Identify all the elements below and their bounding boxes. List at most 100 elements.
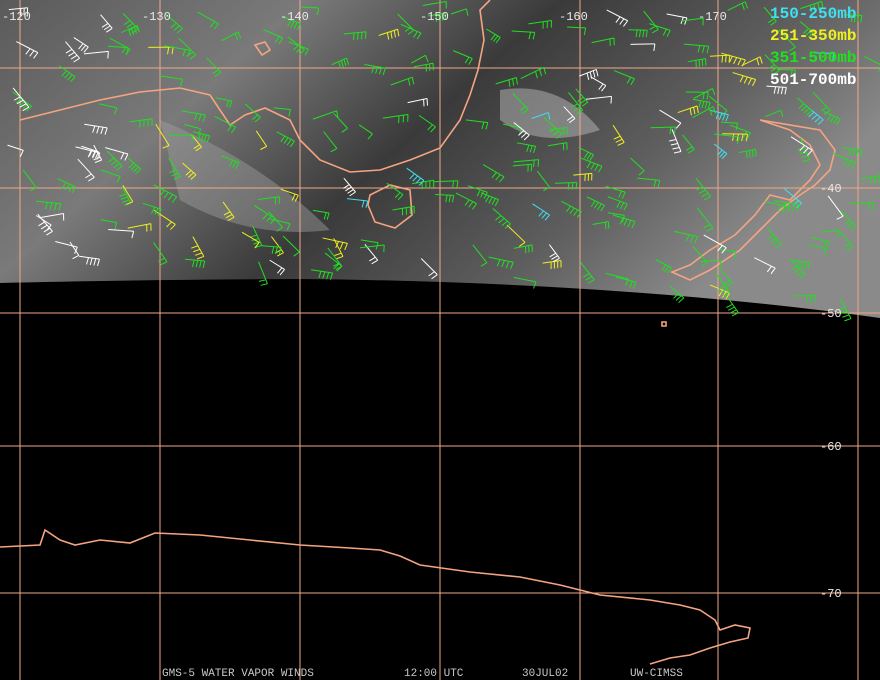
wind-barb-stroke bbox=[793, 268, 801, 274]
wind-barb-stroke bbox=[669, 285, 685, 299]
wind-barb-stroke bbox=[19, 150, 24, 157]
wind-barb-stroke bbox=[764, 54, 780, 71]
wind-barb-stroke bbox=[122, 185, 134, 202]
wind-barb-stroke bbox=[832, 53, 835, 61]
wind-barb-stroke bbox=[542, 259, 562, 264]
wind-barb-stroke bbox=[268, 217, 291, 225]
wind-barb-stroke bbox=[637, 177, 660, 181]
wind-barb-stroke bbox=[257, 196, 280, 201]
wind-barb-stroke bbox=[227, 216, 235, 222]
wind-barb-stroke bbox=[675, 295, 682, 301]
wind-barb-stroke bbox=[846, 245, 854, 251]
wind-barb-stroke bbox=[142, 202, 162, 210]
wind-barb-stroke bbox=[631, 221, 636, 229]
wind-barb-stroke bbox=[575, 182, 578, 190]
wind-barb-stroke bbox=[294, 194, 299, 202]
wind-barb-stroke bbox=[571, 182, 574, 190]
wind-barb-stroke bbox=[543, 186, 550, 192]
wind-barb-stroke bbox=[128, 29, 132, 37]
wind-barb-stroke bbox=[275, 36, 280, 43]
wind-barb-stroke bbox=[127, 223, 151, 229]
wind-barb-stroke bbox=[589, 154, 594, 161]
wind-barb-stroke bbox=[254, 244, 262, 248]
wind-barb-stroke bbox=[35, 200, 61, 205]
wind-barb-stroke bbox=[792, 200, 799, 206]
wind-barb-stroke bbox=[335, 241, 339, 249]
wind-barb-stroke bbox=[29, 50, 35, 57]
wind-barb-stroke bbox=[843, 159, 848, 166]
wind-barb-stroke bbox=[275, 246, 278, 254]
wind-barb-stroke bbox=[621, 215, 625, 223]
wind-barb-stroke bbox=[263, 29, 283, 39]
coastline bbox=[669, 119, 836, 281]
wind-barb-stroke bbox=[343, 177, 356, 193]
wind-barb-stroke bbox=[170, 22, 177, 29]
wind-barb-stroke bbox=[767, 227, 782, 245]
wind-barb-stroke bbox=[615, 276, 637, 283]
wind-barb-stroke bbox=[860, 175, 880, 180]
wind-barb-stroke bbox=[182, 49, 186, 57]
wind-barb-stroke bbox=[754, 257, 776, 269]
wind-barb-stroke bbox=[392, 205, 415, 211]
wind-barb-stroke bbox=[547, 112, 551, 120]
wind-barb-stroke bbox=[433, 180, 458, 183]
wind-barb-stroke bbox=[578, 147, 594, 156]
wind-barb-stroke bbox=[612, 214, 636, 222]
wind-barb-stroke bbox=[696, 207, 714, 229]
wind-barb-stroke bbox=[105, 147, 129, 155]
wind-barb-stroke bbox=[58, 65, 76, 78]
wind-barb-stroke bbox=[727, 306, 735, 311]
wind-barb-stroke bbox=[811, 114, 818, 120]
wind-barb-stroke bbox=[301, 6, 319, 9]
wind-barb-stroke bbox=[310, 269, 333, 274]
wind-barb-stroke bbox=[506, 224, 526, 243]
wind-barb-stroke bbox=[821, 1, 824, 9]
wind-barb-stroke bbox=[485, 122, 489, 130]
wind-barb-stroke bbox=[171, 172, 179, 177]
wind-barb-stroke bbox=[360, 239, 379, 244]
wind-barb-stroke bbox=[343, 59, 347, 67]
wind-barb-stroke bbox=[430, 126, 436, 133]
wind-barb-stroke bbox=[586, 153, 592, 160]
wind-barb-stroke bbox=[798, 103, 805, 109]
wind-barb-stroke bbox=[464, 56, 470, 64]
wind-barb-stroke bbox=[343, 31, 366, 35]
wind-barb-stroke bbox=[790, 259, 810, 264]
wind-barb-stroke bbox=[520, 132, 527, 139]
wind-barb-stroke bbox=[721, 55, 724, 63]
wind-barb-stroke bbox=[92, 151, 96, 159]
wind-barb-stroke bbox=[65, 183, 70, 191]
wind-barb-stroke bbox=[732, 72, 756, 81]
wind-barb-stroke bbox=[692, 245, 708, 263]
wind-barb-stroke bbox=[799, 145, 805, 151]
wind-barb-stroke bbox=[814, 52, 834, 54]
wind-barb-stroke bbox=[344, 243, 348, 251]
wind-barb-stroke bbox=[573, 172, 592, 176]
wind-barb-stroke bbox=[632, 281, 637, 289]
legend-entry: 501-700mb bbox=[770, 71, 856, 89]
wind-barb-stroke bbox=[482, 164, 505, 178]
wind-barb-stroke bbox=[266, 215, 272, 222]
wind-barb-stroke bbox=[61, 70, 67, 77]
wind-barb-stroke bbox=[176, 28, 183, 34]
wind-barb-stroke bbox=[199, 260, 202, 268]
wind-barb-stroke bbox=[626, 76, 632, 84]
wind-barb-stroke bbox=[106, 150, 123, 167]
wind-barb-stroke bbox=[96, 126, 100, 134]
wind-barb-stroke bbox=[173, 175, 181, 180]
wind-barb-stroke bbox=[744, 1, 748, 9]
wind-barb-stroke bbox=[69, 241, 80, 256]
wind-barb-stroke bbox=[46, 230, 53, 236]
wind-barb-stroke bbox=[597, 165, 603, 173]
wind-barb-stroke bbox=[313, 209, 330, 214]
wind-barb-stroke bbox=[382, 114, 409, 119]
wind-barb-stroke bbox=[709, 108, 713, 116]
latitude-labels: -40 -50 -60 -70 bbox=[820, 182, 842, 601]
wind-barb-stroke bbox=[727, 1, 746, 11]
wind-barb-stroke bbox=[787, 203, 791, 211]
wind-barb-stroke bbox=[741, 134, 744, 142]
wind-barb-stroke bbox=[717, 149, 723, 156]
wind-barb-stroke bbox=[37, 213, 53, 232]
wind-barb-stroke bbox=[136, 25, 140, 33]
wind-barb-stroke bbox=[579, 99, 586, 105]
